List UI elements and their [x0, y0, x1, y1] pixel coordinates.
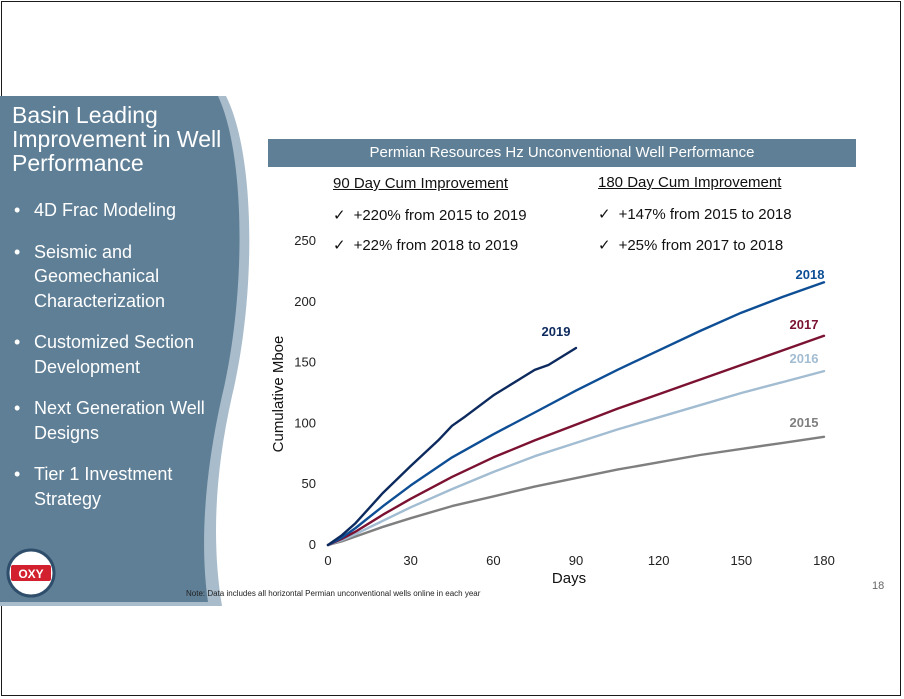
- bullet-dot: •: [14, 332, 21, 352]
- improvement-text: +220% from 2015 to 2019: [353, 207, 527, 224]
- y-tick-label: 200: [294, 294, 316, 309]
- x-tick-label: 0: [324, 553, 331, 568]
- improvement-heading-180: 180 Day Cum Improvement: [598, 174, 782, 191]
- bullet-text: Tier 1 Investment Strategy: [34, 464, 173, 509]
- y-axis-label: Cumulative Mboe: [270, 336, 287, 453]
- series-line-2018: [326, 281, 826, 547]
- sidebar-fill: [0, 96, 240, 602]
- improvement-item: ✓ +22% from 2018 to 2019: [333, 236, 518, 254]
- bullet-item: • Seismic and Geomechanical Characterizat…: [14, 240, 214, 314]
- oxy-logo: OXY: [6, 548, 56, 598]
- improvement-item: ✓ +25% from 2017 to 2018: [598, 236, 783, 254]
- sidebar-panel: [0, 96, 250, 606]
- page-number: 18: [872, 580, 885, 592]
- y-tick-label: 100: [294, 415, 316, 430]
- series-label-2016: 2016: [790, 351, 819, 366]
- improvement-text: +22% from 2018 to 2019: [353, 237, 519, 254]
- x-tick-label: 60: [486, 553, 500, 568]
- series-line-2016: [326, 369, 826, 547]
- series-line-2017: [326, 334, 826, 547]
- bullet-dot: •: [14, 464, 21, 484]
- bullet-text: Customized Section Development: [34, 332, 195, 377]
- bullet-item: • 4D Frac Modeling: [14, 198, 214, 223]
- series-label-2019: 2019: [542, 324, 571, 339]
- bullet-text: Next Generation Well Designs: [34, 398, 205, 443]
- chart-header: Permian Resources Hz Unconventional Well…: [268, 139, 856, 167]
- bullet-text: 4D Frac Modeling: [34, 200, 177, 220]
- bullet-dot: •: [14, 200, 21, 220]
- bullet-item: • Tier 1 Investment Strategy: [14, 462, 214, 511]
- x-tick-label: 90: [569, 553, 583, 568]
- check-icon: ✓: [333, 207, 346, 224]
- bullet-item: • Next Generation Well Designs: [14, 396, 214, 445]
- improvement-item: ✓ +220% from 2015 to 2019: [333, 206, 527, 224]
- improvement-text: +147% from 2015 to 2018: [618, 206, 792, 223]
- improvement-heading-90: 90 Day Cum Improvement: [333, 175, 509, 192]
- improvement-text: +25% from 2017 to 2018: [618, 237, 784, 254]
- check-icon: ✓: [598, 206, 611, 223]
- improvement-item: ✓ +147% from 2015 to 2018: [598, 205, 792, 223]
- x-axis-label: Days: [552, 570, 586, 587]
- x-tick-label: 120: [648, 553, 670, 568]
- series-label-2015: 2015: [790, 415, 819, 430]
- x-tick-label: 180: [813, 553, 835, 568]
- bullet-dot: •: [14, 398, 21, 418]
- bullet-dot: •: [14, 241, 21, 262]
- check-icon: ✓: [598, 237, 611, 254]
- y-tick-label: 150: [294, 355, 316, 370]
- y-tick-label: 50: [302, 476, 316, 491]
- check-icon: ✓: [333, 237, 346, 254]
- y-tick-label: 250: [294, 233, 316, 248]
- y-tick-label: 0: [309, 537, 316, 552]
- series-line-2019: [326, 346, 578, 547]
- x-tick-label: 30: [403, 553, 417, 568]
- series-label-2018: 2018: [796, 267, 825, 282]
- bullet-text: Seismic and Geomechanical Characterizati…: [34, 241, 166, 311]
- series-line-2015: [326, 435, 826, 547]
- x-tick-label: 150: [730, 553, 752, 568]
- sidebar-bullet-list: • 4D Frac Modeling • Seismic and Geomechan…: [14, 198, 214, 528]
- sidebar-title: Basin Leading Improvement in Well Perfor…: [12, 102, 222, 176]
- series-label-2017: 2017: [790, 317, 819, 332]
- bullet-item: • Customized Section Development: [14, 330, 214, 379]
- logo-band: [11, 565, 51, 581]
- footnote: Note: Data includes all horizontal Permi…: [186, 589, 481, 598]
- logo-text: OXY: [18, 567, 43, 581]
